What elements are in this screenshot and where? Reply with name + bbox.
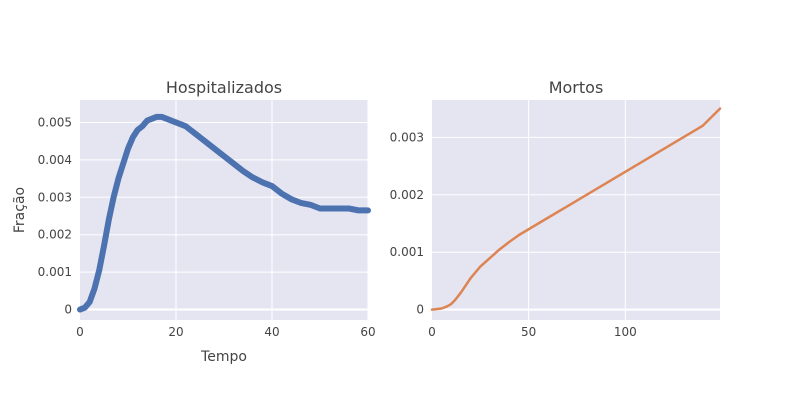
- x-axis-title: Tempo: [200, 349, 247, 365]
- y-tick-label: 0.004: [38, 153, 72, 167]
- subplot-hospitalizados: 0 0.001 0.002 0.003 0.004 0.005 0 20 40 60 Hospi…: [12, 78, 376, 365]
- y-axis-title: Fração: [12, 187, 28, 233]
- y-tick-label: 0.002: [38, 228, 72, 242]
- gridlines-hospitalizados: [80, 100, 369, 320]
- x-tick-labels-mortos: 0 50 100: [428, 325, 637, 339]
- series-line-mortos: [430, 107, 722, 311]
- series-mortos: [430, 107, 722, 311]
- gridlines-mortos: [432, 100, 720, 320]
- x-tick-label: 50: [521, 325, 536, 339]
- plot-area-mortos: [432, 100, 720, 320]
- x-tick-label: 20: [168, 325, 183, 339]
- x-tick-label: 100: [614, 325, 637, 339]
- y-tick-label: 0.003: [38, 190, 72, 204]
- x-tick-label: 0: [76, 325, 84, 339]
- x-tick-label: 40: [264, 325, 279, 339]
- y-tick-label: 0.001: [390, 245, 424, 259]
- y-tick-labels-mortos: 0 0.001 0.002 0.003: [390, 130, 424, 316]
- series-hospitalizados: [77, 113, 371, 313]
- y-tick-labels-hospitalizados: 0 0.001 0.002 0.003 0.004 0.005: [38, 115, 72, 316]
- x-tick-label: 0: [428, 325, 436, 339]
- subplot-title-hospitalizados: Hospitalizados: [166, 78, 282, 97]
- y-tick-label: 0.003: [390, 130, 424, 144]
- series-line-hospitalizados: [77, 113, 371, 313]
- x-tick-label: 60: [360, 325, 375, 339]
- x-tick-labels-hospitalizados: 0 20 40 60: [76, 325, 375, 339]
- subplot-title-mortos: Mortos: [549, 78, 604, 97]
- subplot-mortos: 0 0.001 0.002 0.003 0 50 100 Mortos: [390, 78, 722, 339]
- y-tick-label: 0.001: [38, 265, 72, 279]
- y-tick-label: 0.005: [38, 115, 72, 129]
- y-tick-label: 0.002: [390, 188, 424, 202]
- y-tick-label: 0: [416, 303, 424, 317]
- y-tick-label: 0: [64, 303, 72, 317]
